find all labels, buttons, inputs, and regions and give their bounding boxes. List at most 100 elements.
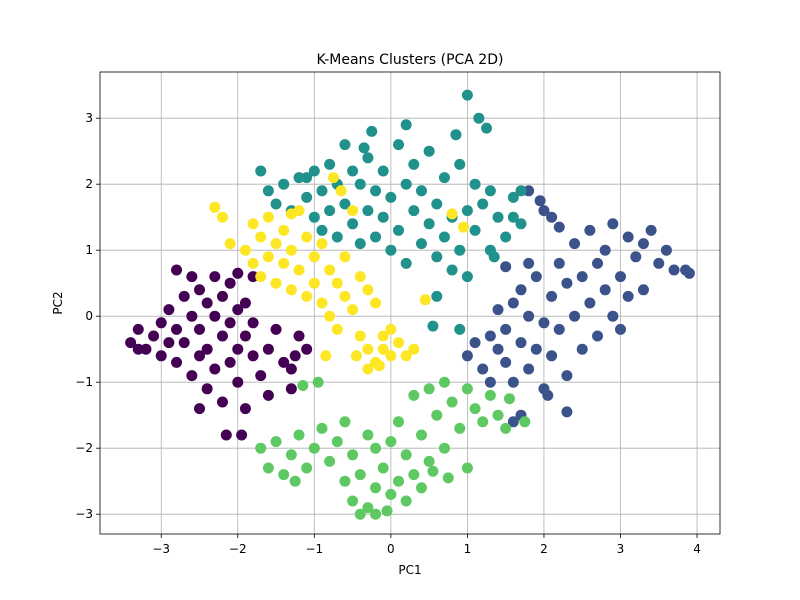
data-point [553,221,565,233]
data-point [278,224,290,236]
data-point [339,416,351,428]
data-point [178,290,190,302]
data-point [507,297,519,309]
data-point [431,198,443,210]
data-point [324,264,336,276]
data-point [645,224,657,236]
data-point [427,320,439,332]
data-point [362,363,374,375]
data-point [423,145,435,157]
data-point [473,112,485,124]
data-point [320,350,332,362]
data-point [400,350,412,362]
data-point [316,224,328,236]
data-point [461,383,473,395]
data-point [239,244,251,256]
data-point [247,350,259,362]
data-point [385,191,397,203]
data-point [477,198,489,210]
data-point [285,208,297,220]
x-axis-label: PC1 [398,563,421,577]
plot-frame [99,71,721,535]
data-point [285,449,297,461]
data-point [335,185,347,197]
data-point [469,224,481,236]
data-point [561,277,573,289]
data-point [201,383,213,395]
data-point [308,165,320,177]
data-point [385,323,397,335]
data-point [400,495,412,507]
data-point [163,337,175,349]
data-point [607,218,619,230]
data-point [538,205,550,217]
data-point [236,429,248,441]
data-point [523,257,535,269]
data-point [308,442,320,454]
data-point [515,337,527,349]
data-point [285,284,297,296]
data-point [614,323,626,335]
data-point [592,330,604,342]
data-point [377,165,389,177]
data-point [186,271,198,283]
data-point [637,284,649,296]
data-point [316,422,328,434]
data-point [438,442,450,454]
data-point [492,409,504,421]
data-point [515,185,527,197]
data-point [370,442,382,454]
data-point [362,284,374,296]
data-point [408,469,420,481]
data-point [339,475,351,487]
data-point [668,264,680,276]
data-point [232,267,244,279]
data-point [500,422,512,434]
data-point [171,264,183,276]
data-point [316,185,328,197]
data-point [262,462,274,474]
data-point [358,142,370,154]
data-point [477,363,489,375]
data-point [270,323,282,335]
data-point [347,205,359,217]
data-point [477,416,489,428]
data-point [270,436,282,448]
data-point [373,360,385,372]
data-point [484,330,496,342]
data-point [155,317,167,329]
data-point [301,462,313,474]
data-point [301,343,313,355]
data-point [220,429,232,441]
data-point [232,376,244,388]
x-tick-label: −3 [152,542,170,556]
data-point [285,244,297,256]
cluster-3-points [255,376,531,520]
data-point [546,211,558,223]
data-point [301,172,313,184]
data-point [239,297,251,309]
data-point [209,201,221,213]
data-point [393,416,405,428]
data-point [446,264,458,276]
data-point [331,231,343,243]
data-point [488,251,500,263]
data-point [683,267,695,279]
data-point [125,337,137,349]
data-point [201,343,213,355]
data-point [484,185,496,197]
data-point [561,370,573,382]
data-point [366,125,378,137]
data-point [461,205,473,217]
data-point [247,317,259,329]
data-point [546,350,558,362]
data-point [148,330,160,342]
data-point [393,139,405,151]
data-point [285,363,297,375]
data-point [132,323,144,335]
data-point [599,284,611,296]
data-point [507,211,519,223]
data-point [239,330,251,342]
grid [100,72,720,534]
data-point [660,244,672,256]
